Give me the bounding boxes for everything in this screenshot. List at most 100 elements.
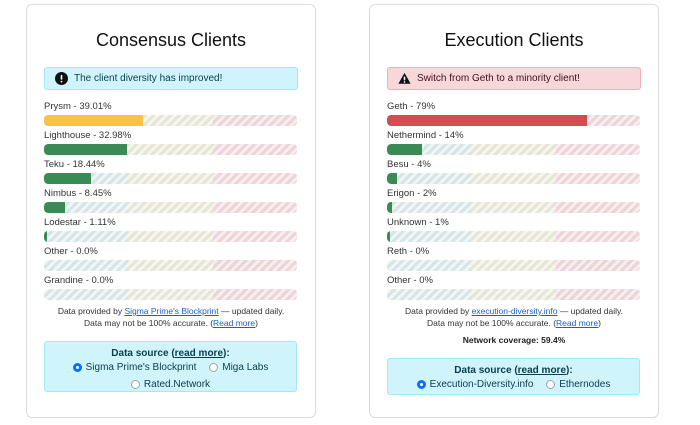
data-source-selector: Data source (read more): Sigma Prime's B… [44,341,297,392]
client-label: Unknown - 1% [387,217,449,228]
data-source-selector: Data source (read more): Execution-Diver… [387,358,640,395]
client-label: Erigon - 2% [387,188,437,199]
client-bar-fill [44,202,66,213]
radio-label: Execution-Diversity.info [429,379,534,390]
client-bar [44,173,297,184]
client-row: Nimbus - 8.45% [44,188,298,217]
radio-label: Miga Labs [222,362,269,373]
attribution-suffix: — updated daily. [218,306,285,316]
client-row: Other - 0% [387,275,641,304]
client-bar [44,231,297,242]
accuracy-note-close: ) [598,318,601,328]
client-bar [387,173,640,184]
client-label: Other - 0% [387,275,433,286]
source-title-suffix: ): [223,348,230,359]
source-title-suffix: ): [566,365,573,376]
geth-warning-alert: Switch from Geth to a minority client! [387,67,641,90]
source-read-more-link[interactable]: read more [174,348,224,359]
client-label: Besu - 4% [387,159,431,170]
source-option-blockprint[interactable]: Sigma Prime's Blockprint [72,360,197,375]
read-more-link[interactable]: Read more [556,318,599,328]
radio-button[interactable] [546,380,556,389]
data-source-title: Data source (read more): [45,348,296,359]
data-attribution: Data provided by execution-diversity.inf… [380,305,648,329]
source-options: Sigma Prime's Blockprint Miga Labs Rated… [45,360,296,394]
client-bar [44,144,297,155]
client-bar [44,260,297,271]
client-bar-fill [387,173,398,184]
radio-label: Rated.Network [143,379,211,390]
client-row: Lighthouse - 32.98% [44,130,298,159]
client-bars: Prysm - 39.01% Lighthouse - 32.98% Teku … [44,101,298,304]
client-bar [387,115,640,126]
client-row: Geth - 79% [387,101,641,130]
client-label: Prysm - 39.01% [44,101,112,112]
client-row: Erigon - 2% [387,188,641,217]
client-label: Lodestar - 1.11% [44,217,116,228]
radio-button[interactable] [209,363,219,372]
client-bar [387,289,640,300]
source-options: Execution-Diversity.info Ethernodes [388,377,639,394]
client-bar-fill [44,173,91,184]
client-row: Teku - 18.44% [44,159,298,188]
client-label: Nimbus - 8.45% [44,188,112,199]
client-bar-fill [387,115,587,126]
client-bar-fill [387,231,390,242]
card-title: Execution Clients [444,30,584,50]
network-coverage: Network coverage: 59.4% [462,335,566,345]
client-row: Besu - 4% [387,159,641,188]
radio-button[interactable] [130,380,140,389]
radio-label: Sigma Prime's Blockprint [85,362,197,373]
client-row: Unknown - 1% [387,217,641,246]
client-bar [387,231,640,242]
source-option-ethernodes[interactable]: Ethernodes [546,377,610,392]
client-label: Other - 0.0% [44,246,98,257]
client-bar-fill [387,144,423,155]
data-source-title: Data source (read more): [388,365,639,376]
client-bars: Geth - 79% Nethermind - 14% Besu - 4% Er… [387,101,641,304]
client-bar-fill [44,231,47,242]
client-bar [44,289,297,300]
client-label: Lighthouse - 32.98% [44,130,132,141]
exclamation-circle-icon [55,72,68,85]
source-option-execution-diversity[interactable]: Execution-Diversity.info [416,377,534,392]
client-row: Prysm - 39.01% [44,101,298,130]
client-bar-fill [44,115,143,126]
diversity-alert: The client diversity has improved! [44,67,298,90]
consensus-clients-card: Consensus Clients The client diversity h… [26,4,316,418]
radio-button[interactable] [416,380,426,389]
source-read-more-link[interactable]: read more [517,365,567,376]
client-label: Nethermind - 14% [387,130,464,141]
card-title: Consensus Clients [95,30,247,50]
blockprint-link[interactable]: Sigma Prime's Blockprint [124,306,219,316]
data-attribution: Data provided by Sigma Prime's Blockprin… [37,305,305,329]
client-label: Reth - 0% [387,246,430,257]
client-bar [44,115,297,126]
execution-diversity-link[interactable]: execution-diversity.info [471,306,558,316]
source-option-rated-network[interactable]: Rated.Network [130,377,211,392]
attribution-text: Data provided by [405,306,472,316]
read-more-link[interactable]: Read more [213,318,256,328]
source-option-miga-labs[interactable]: Miga Labs [209,360,268,375]
client-bar [387,144,640,155]
radio-button[interactable] [72,363,82,372]
alert-text: The client diversity has improved! [74,73,223,84]
client-bar [387,202,640,213]
client-bar [387,260,640,271]
radio-label: Ethernodes [559,379,611,390]
client-bar-fill [44,144,128,155]
source-title-text: Data source ( [111,348,175,359]
execution-clients-card: Execution Clients Switch from Geth to a … [369,4,659,418]
attribution-suffix: — updated daily. [557,306,623,316]
warning-triangle-icon [398,72,411,84]
client-row: Other - 0.0% [44,246,298,275]
client-label: Teku - 18.44% [44,159,105,170]
accuracy-note: Data may not be 100% accurate. ( [84,318,214,328]
client-row: Reth - 0% [387,246,641,275]
alert-text: Switch from Geth to a minority client! [417,73,580,84]
client-label: Geth - 79% [387,101,436,112]
client-row: Nethermind - 14% [387,130,641,159]
client-bar-fill [387,202,393,213]
client-bar [44,202,297,213]
attribution-text: Data provided by [57,306,125,316]
